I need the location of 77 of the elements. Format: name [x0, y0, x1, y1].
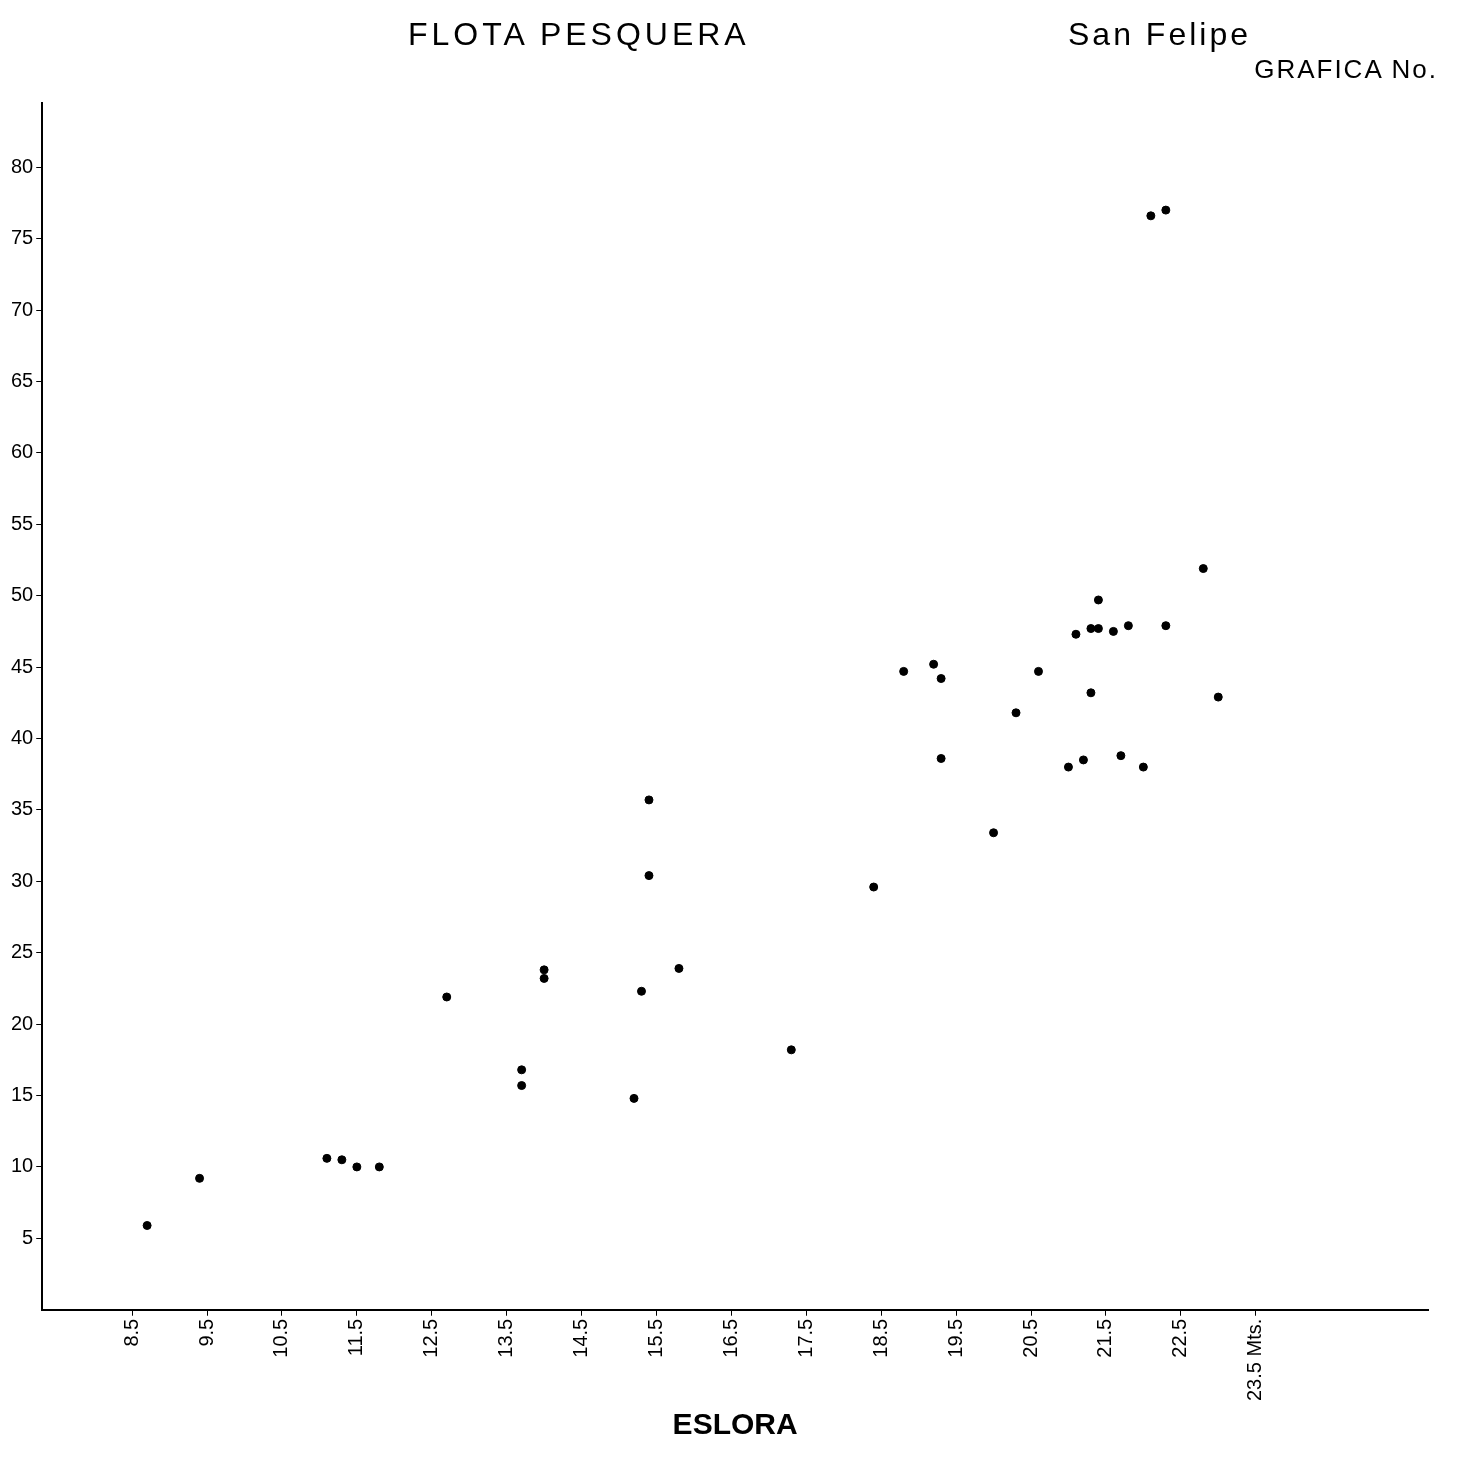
point — [1011, 708, 1021, 718]
point — [539, 965, 549, 975]
x-tick-label: 17.5 — [793, 1318, 816, 1358]
point — [1116, 751, 1126, 761]
point — [1198, 564, 1208, 574]
x-tick-label: 14.5 — [569, 1318, 592, 1358]
point — [1086, 688, 1096, 698]
point — [539, 973, 549, 983]
x-tick-label: 21.5 — [1093, 1318, 1116, 1358]
y-tick-label: 30 — [11, 868, 34, 891]
x-tick-label: 19.5 — [943, 1318, 966, 1358]
y-tick-label: 35 — [11, 797, 34, 820]
x-tick-label: 22.5 — [1168, 1318, 1191, 1358]
y-tick-label: 70 — [11, 297, 34, 320]
y-tick-label: 75 — [11, 226, 34, 249]
point — [1093, 624, 1103, 634]
point — [989, 828, 999, 838]
point — [644, 871, 654, 881]
point — [1108, 626, 1118, 636]
y-tick-label: 40 — [11, 726, 34, 749]
y-tick-label: 80 — [11, 154, 34, 177]
y-tick-label: 10 — [11, 1154, 34, 1177]
point — [142, 1220, 152, 1230]
y-tick-label: 25 — [11, 940, 34, 963]
point — [1138, 762, 1148, 772]
x-tick-label: 10.5 — [269, 1318, 292, 1358]
point — [869, 882, 879, 892]
point — [1161, 205, 1171, 215]
point — [442, 992, 452, 1002]
point — [195, 1173, 205, 1183]
point — [1078, 755, 1088, 765]
point — [1123, 621, 1133, 631]
point — [517, 1081, 527, 1091]
point — [1086, 624, 1096, 634]
point — [1093, 595, 1103, 605]
x-tick-label: 13.5 — [494, 1318, 517, 1358]
y-tick-label: 20 — [11, 1011, 34, 1034]
point — [374, 1162, 384, 1172]
chart-title: FLOTA PESQUERA — [408, 16, 750, 53]
point — [1033, 666, 1043, 676]
y-tick-label: 45 — [11, 654, 34, 677]
point — [644, 795, 654, 805]
point — [1071, 629, 1081, 639]
x-tick-label: 8.5 — [119, 1318, 142, 1347]
x-axis-title: ESLORA — [672, 1407, 798, 1441]
x-tick-label: 12.5 — [419, 1318, 442, 1358]
x-tick-label: 15.5 — [643, 1318, 666, 1358]
y-tick-label: 15 — [11, 1083, 34, 1106]
x-tick-label: 23.5 Mts. — [1243, 1318, 1266, 1402]
point — [936, 674, 946, 684]
point — [517, 1065, 527, 1075]
point — [1161, 621, 1171, 631]
point — [1213, 692, 1223, 702]
y-tick-label: 65 — [11, 369, 34, 391]
point — [1063, 762, 1073, 772]
point — [929, 659, 939, 669]
point — [936, 754, 946, 763]
point — [337, 1155, 347, 1165]
point — [322, 1153, 332, 1163]
chart-subtitle: San Felipe — [1068, 16, 1251, 53]
y-tick-label: 50 — [11, 583, 34, 606]
point — [1146, 211, 1156, 221]
point — [786, 1045, 796, 1055]
y-tick-label: 60 — [11, 440, 34, 463]
y-tick-label: 55 — [11, 511, 34, 534]
point — [899, 666, 909, 676]
x-tick-label: 18.5 — [868, 1318, 891, 1358]
x-tick-label: 20.5 — [1018, 1318, 1041, 1358]
point — [636, 986, 646, 996]
point — [629, 1093, 639, 1103]
x-tick-label: 16.5 — [718, 1318, 741, 1358]
x-tick-label: 11.5 — [344, 1318, 367, 1357]
x-tick-label: 9.5 — [194, 1318, 217, 1347]
point — [352, 1162, 362, 1172]
point — [674, 963, 684, 973]
y-tick-label: 5 — [22, 1225, 34, 1248]
text: GRAFICA No. — [1254, 54, 1438, 85]
